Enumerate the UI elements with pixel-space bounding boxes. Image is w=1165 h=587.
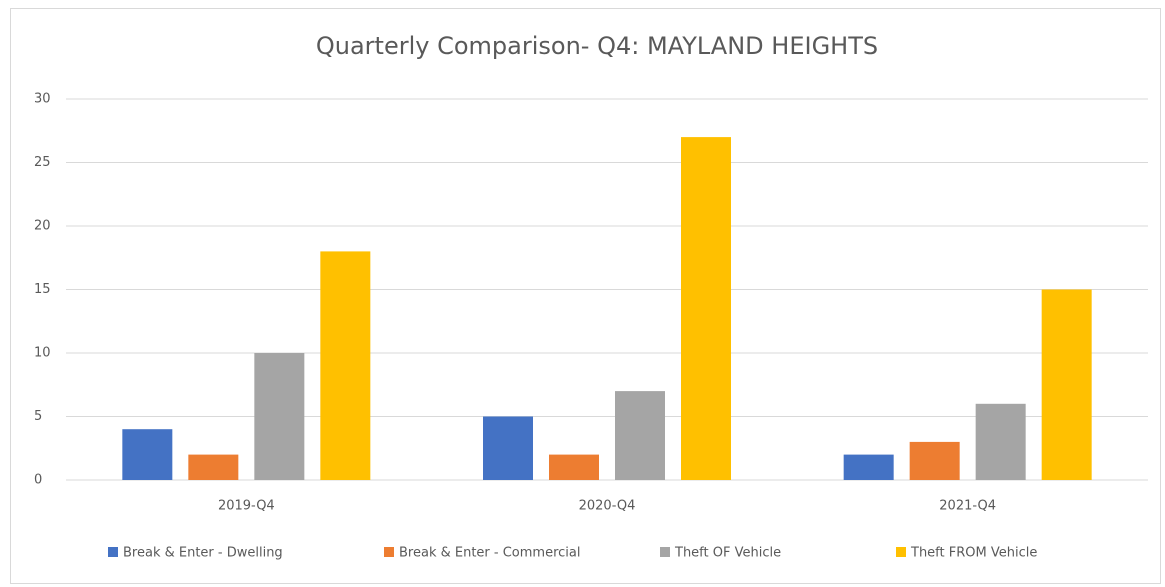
y-tick-label: 15 [34, 282, 51, 297]
chart-title: Quarterly Comparison- Q4: MAYLAND HEIGHT… [316, 32, 878, 60]
legend-label: Break & Enter - Dwelling [123, 546, 283, 561]
bar [681, 137, 731, 480]
y-tick-label: 20 [34, 219, 51, 234]
bar [549, 454, 599, 480]
legend-swatch [660, 547, 670, 557]
bar [320, 251, 371, 480]
y-tick-label: 10 [34, 346, 51, 361]
x-tick-label: 2019-Q4 [218, 499, 275, 514]
y-tick-label: 0 [34, 473, 42, 488]
bar [843, 454, 894, 480]
bar [483, 416, 533, 480]
legend-swatch [108, 547, 118, 557]
legend-swatch [896, 547, 906, 557]
x-tick-label: 2020-Q4 [579, 499, 636, 514]
y-tick-label: 25 [34, 155, 51, 170]
legend-label: Break & Enter - Commercial [399, 546, 580, 561]
bar [122, 429, 173, 480]
chart-frame [10, 8, 1161, 584]
y-tick-label: 30 [34, 92, 51, 107]
legend-label: Theft OF Vehicle [674, 546, 781, 561]
bar [615, 391, 665, 480]
bar [188, 454, 239, 480]
y-tick-label: 5 [34, 409, 42, 424]
bar [975, 403, 1026, 480]
legend-swatch [384, 547, 394, 557]
x-tick-label: 2021-Q4 [939, 499, 996, 514]
bar [254, 353, 305, 480]
bar [1041, 289, 1092, 480]
legend-label: Theft FROM Vehicle [910, 546, 1037, 561]
bar [909, 441, 960, 480]
